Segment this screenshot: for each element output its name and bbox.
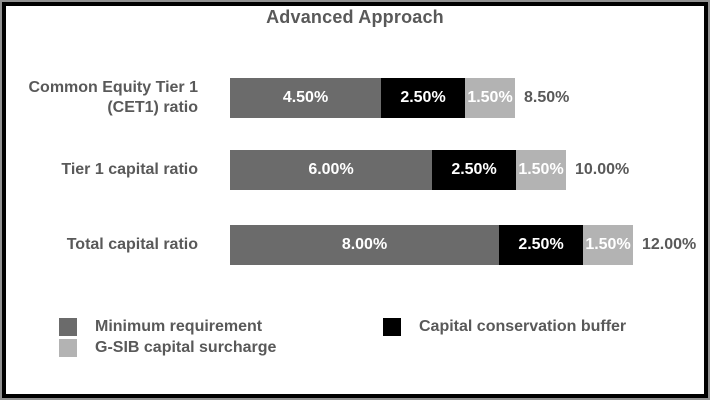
row-label: Tier 1 capital ratio <box>61 161 198 179</box>
row-label: Total capital ratio <box>66 236 198 254</box>
segment-label: 2.50% <box>400 89 446 106</box>
bar-segment: 2.50% <box>499 225 583 265</box>
total-label: 12.00% <box>642 236 697 253</box>
bar-segment: 1.50% <box>465 78 515 118</box>
bar-segment: 4.50% <box>230 78 381 118</box>
legend-item: Minimum requirement <box>59 317 262 337</box>
segment-label: 6.00% <box>308 161 354 178</box>
legend-label: G-SIB capital surcharge <box>95 339 277 356</box>
legend-item: G-SIB capital surcharge <box>59 338 276 358</box>
bar-row: Tier 1 capital ratio 6.00% 2.50% 1.50% 10.00… <box>0 150 710 190</box>
bar-row: Total capital ratio 8.00% 2.50% 1.50% 12.00% <box>0 225 710 265</box>
total-label: 8.50% <box>524 89 570 106</box>
segment-label: 8.00% <box>341 236 388 253</box>
segment-label: 1.50% <box>518 161 564 178</box>
chart-title: Advanced Approach <box>266 7 444 27</box>
legend-label: Minimum requirement <box>95 318 263 335</box>
bar-segment: 8.00% <box>230 225 499 265</box>
bar-stack: 8.00% 2.50% 1.50% 12.00% <box>230 225 696 265</box>
bar-segment: 1.50% <box>583 225 633 265</box>
bar-segment: 2.50% <box>432 150 516 190</box>
legend-swatch-minimum-requirement <box>59 318 77 336</box>
segment-label: 1.50% <box>585 236 631 253</box>
bar-segment: 1.50% <box>516 150 566 190</box>
row-label: Common Equity Tier 1 (CET1) ratio <box>28 79 198 116</box>
total-label: 10.00% <box>575 161 630 178</box>
bar-stack: 4.50% 2.50% 1.50% 8.50% <box>230 78 569 118</box>
legend-swatch-gsib-surcharge <box>59 339 77 357</box>
segment-label: 2.50% <box>451 161 497 178</box>
segment-label: 2.50% <box>518 236 564 253</box>
segment-label: 1.50% <box>467 89 513 106</box>
legend-swatch-conservation-buffer <box>383 318 401 336</box>
bar-row: Common Equity Tier 1 (CET1) ratio 4.50% 2.5… <box>0 78 710 118</box>
legend-item: Capital conservation buffer <box>383 317 626 337</box>
legend-label: Capital conservation buffer <box>419 318 627 335</box>
bar-segment: 6.00% <box>230 150 432 190</box>
segment-label: 4.50% <box>282 89 329 106</box>
bar-stack: 6.00% 2.50% 1.50% 10.00% <box>230 150 629 190</box>
bar-segment: 2.50% <box>381 78 465 118</box>
